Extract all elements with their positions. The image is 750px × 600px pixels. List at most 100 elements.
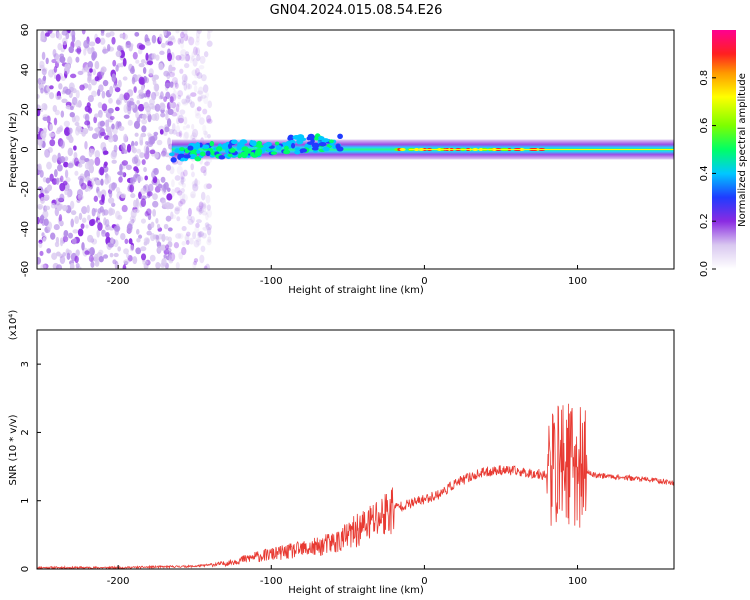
noise-speckle xyxy=(176,117,180,125)
noise-speckle xyxy=(194,74,199,79)
noise-speckle xyxy=(131,145,135,153)
noise-speckle xyxy=(176,206,183,212)
noise-speckle xyxy=(59,237,64,247)
noise-speckle xyxy=(167,41,174,46)
noise-speckle xyxy=(203,51,209,58)
noise-speckle xyxy=(138,63,145,68)
noise-speckle xyxy=(178,117,184,124)
noise-speckle xyxy=(91,180,95,186)
noise-speckle xyxy=(113,144,118,153)
noise-speckle xyxy=(198,231,203,239)
noise-speckle xyxy=(77,193,84,201)
noise-speckle xyxy=(72,96,78,106)
noise-speckle xyxy=(44,205,51,211)
signal-blob xyxy=(254,150,262,156)
noise-speckle xyxy=(172,89,178,99)
noise-speckle xyxy=(171,37,176,44)
signal-blob xyxy=(179,147,185,152)
noise-speckle xyxy=(159,33,163,42)
noise-speckle xyxy=(151,53,157,60)
noise-speckle xyxy=(205,263,210,269)
noise-speckle xyxy=(176,216,181,222)
noise-speckle xyxy=(183,99,190,104)
snr-x-ticks: -200 -100 0 100 xyxy=(107,565,587,587)
noise-speckle xyxy=(174,207,180,215)
noise-speckle xyxy=(192,57,198,67)
noise-speckle xyxy=(205,92,210,98)
noise-speckle xyxy=(129,244,135,252)
noise-speckle xyxy=(199,254,205,264)
noise-speckle xyxy=(177,90,184,97)
snr-panel: 0 1 2 3 -200 -100 0 100 Height of straight lin… xyxy=(8,310,675,596)
x-tick-label: 100 xyxy=(568,276,587,287)
noise-speckle xyxy=(206,40,213,47)
noise-speckle xyxy=(111,73,116,83)
signal-blob xyxy=(215,146,223,152)
noise-speckle xyxy=(82,127,89,135)
noise-speckle xyxy=(140,253,147,261)
snr-series-line xyxy=(37,403,674,569)
noise-speckle xyxy=(136,148,142,154)
noise-speckle xyxy=(152,209,157,217)
noise-speckle xyxy=(90,79,97,86)
noise-speckle xyxy=(165,244,169,250)
noise-speckle xyxy=(46,161,52,170)
noise-speckle xyxy=(96,229,100,238)
noise-speckle xyxy=(81,67,88,73)
noise-speckle xyxy=(206,226,212,236)
noise-speckle xyxy=(107,243,114,248)
signal-blob xyxy=(318,141,327,147)
noise-speckle xyxy=(168,128,174,135)
noise-speckle xyxy=(174,80,178,88)
noise-speckle xyxy=(73,145,77,151)
noise-speckle xyxy=(58,214,63,223)
noise-speckle xyxy=(183,33,189,42)
noise-speckle xyxy=(165,113,169,121)
noise-speckle xyxy=(157,245,163,252)
noise-speckle xyxy=(189,134,196,140)
noise-speckle xyxy=(121,33,128,40)
noise-speckle xyxy=(94,127,101,132)
noise-speckle xyxy=(95,37,101,44)
noise-speckle xyxy=(62,235,69,243)
noise-speckle xyxy=(186,124,190,129)
y-tick-label: 20 xyxy=(20,103,31,116)
signal-blob xyxy=(239,139,248,145)
noise-speckle xyxy=(74,170,79,176)
noise-speckle xyxy=(134,31,140,37)
noise-speckle xyxy=(63,161,69,168)
y-tick-label: -40 xyxy=(20,221,31,237)
signal-blob xyxy=(240,151,249,158)
noise-speckle xyxy=(153,83,160,92)
noise-speckle xyxy=(164,201,171,210)
noise-speckle xyxy=(140,218,147,224)
noise-speckle xyxy=(52,48,57,58)
noise-speckle xyxy=(184,75,188,84)
signal-blob xyxy=(322,146,330,152)
noise-speckle xyxy=(91,133,99,140)
noise-speckle xyxy=(175,262,180,269)
noise-speckle xyxy=(123,248,129,255)
signal-blob xyxy=(177,154,182,161)
noise-speckle xyxy=(67,232,74,239)
noise-speckle xyxy=(188,99,193,105)
noise-speckle xyxy=(206,118,213,124)
noise-speckle xyxy=(37,139,43,146)
noise-speckle xyxy=(136,175,144,182)
y-tick-label: 1 xyxy=(20,498,31,504)
noise-speckle xyxy=(140,246,147,252)
noise-speckle xyxy=(144,211,149,217)
noise-speckle xyxy=(65,104,71,110)
noise-speckle xyxy=(156,223,161,229)
noise-speckle xyxy=(153,151,159,159)
noise-speckle xyxy=(141,125,147,133)
noise-speckle xyxy=(75,262,80,269)
noise-speckle xyxy=(114,106,120,112)
noise-speckle xyxy=(191,80,198,86)
noise-speckle xyxy=(49,85,54,90)
noise-speckle xyxy=(59,56,66,64)
noise-speckle xyxy=(154,103,161,112)
noise-speckle xyxy=(163,96,168,102)
noise-speckle xyxy=(168,71,176,78)
